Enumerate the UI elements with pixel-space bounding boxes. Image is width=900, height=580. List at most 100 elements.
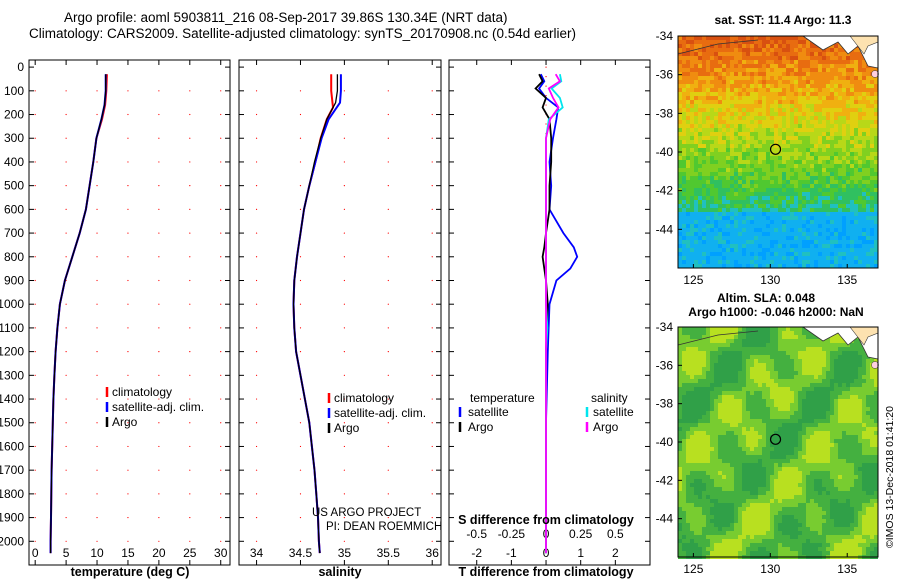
map-cell xyxy=(818,104,822,108)
map-cell xyxy=(786,240,790,244)
map-cell xyxy=(790,52,794,56)
map-cell xyxy=(782,407,786,411)
grid-dot xyxy=(299,398,302,400)
x-tick-label: 15 xyxy=(121,546,135,560)
map-cell xyxy=(694,64,698,68)
map-cell xyxy=(698,88,702,92)
map-cell xyxy=(750,68,754,72)
map-cell xyxy=(730,76,734,80)
map-cell xyxy=(850,176,854,180)
map-cell xyxy=(822,64,826,68)
map-cell xyxy=(834,48,838,52)
map-cell xyxy=(834,236,838,240)
map-cell xyxy=(694,236,698,240)
map-cell xyxy=(758,256,762,260)
map-cell xyxy=(790,439,794,443)
map-cell xyxy=(682,76,686,80)
map-cell xyxy=(822,84,826,88)
map-cell xyxy=(702,236,706,240)
map-cell xyxy=(810,124,814,128)
grid-dot xyxy=(299,422,302,424)
map-cell xyxy=(802,212,806,216)
map-cell xyxy=(750,431,754,435)
map-cell xyxy=(846,248,850,252)
map-cell xyxy=(786,419,790,423)
grid-dot xyxy=(343,256,345,258)
map-cell xyxy=(758,339,762,343)
map-cell xyxy=(682,411,686,415)
map-cell xyxy=(834,403,838,407)
map-cell xyxy=(854,395,858,399)
map-cell xyxy=(806,331,810,335)
map-cell xyxy=(758,120,762,124)
map-cell xyxy=(746,196,750,200)
map-cell xyxy=(774,80,778,84)
map-cell xyxy=(754,367,758,371)
map-cell xyxy=(774,64,778,68)
map-cell xyxy=(822,415,826,419)
map-cell xyxy=(726,427,730,431)
map-cell xyxy=(682,363,686,367)
map-cell xyxy=(686,56,690,60)
map-cell xyxy=(814,431,818,435)
map-cell xyxy=(782,196,786,200)
map-cell xyxy=(802,104,806,108)
map-cell xyxy=(686,180,690,184)
map-cell xyxy=(870,120,874,124)
map-cell xyxy=(694,367,698,371)
map-cell xyxy=(814,248,818,252)
map-cell xyxy=(738,208,742,212)
map-cell xyxy=(694,391,698,395)
map-cell xyxy=(714,252,718,256)
map-cell xyxy=(730,379,734,383)
map-cell xyxy=(786,379,790,383)
map-cell xyxy=(746,343,750,347)
map-cell xyxy=(818,260,822,264)
map-cell xyxy=(818,351,822,355)
map-cell xyxy=(822,104,826,108)
map-cell xyxy=(790,184,794,188)
map-cell xyxy=(714,36,718,40)
map-cell xyxy=(722,335,726,339)
map-cell xyxy=(686,36,690,40)
map-cell xyxy=(682,124,686,128)
map-cell xyxy=(774,256,778,260)
map-cell xyxy=(794,423,798,427)
map-cell xyxy=(826,196,830,200)
map-cell xyxy=(818,208,822,212)
grid-dot xyxy=(387,351,389,353)
map-cell xyxy=(842,228,846,232)
map-cell xyxy=(702,379,706,383)
map-cell xyxy=(842,156,846,160)
map-cell xyxy=(726,92,730,96)
map-cell xyxy=(738,108,742,112)
map-cell xyxy=(706,184,710,188)
map-cell xyxy=(722,108,726,112)
map-cell xyxy=(782,76,786,80)
map-cell xyxy=(706,152,710,156)
map-cell xyxy=(678,228,682,232)
map-cell xyxy=(798,443,802,447)
map-cell xyxy=(846,148,850,152)
map-cell xyxy=(806,248,810,252)
map-cell xyxy=(682,184,686,188)
map-cell xyxy=(802,76,806,80)
map-cell xyxy=(830,212,834,216)
map-cell xyxy=(694,48,698,52)
map-cell xyxy=(814,264,818,268)
map-cell xyxy=(682,52,686,56)
map-cell xyxy=(798,367,802,371)
map-cell xyxy=(734,339,738,343)
map-cell xyxy=(726,112,730,116)
map-cell xyxy=(758,252,762,256)
grid-dot xyxy=(127,137,129,139)
map-cell xyxy=(778,128,782,132)
map-cell xyxy=(770,168,774,172)
map-cell xyxy=(846,200,850,204)
map-cell xyxy=(686,423,690,427)
map-cell xyxy=(678,204,682,208)
map-cell xyxy=(794,435,798,439)
map-cell xyxy=(766,128,770,132)
map-cell xyxy=(830,200,834,204)
map-cell xyxy=(790,168,794,172)
